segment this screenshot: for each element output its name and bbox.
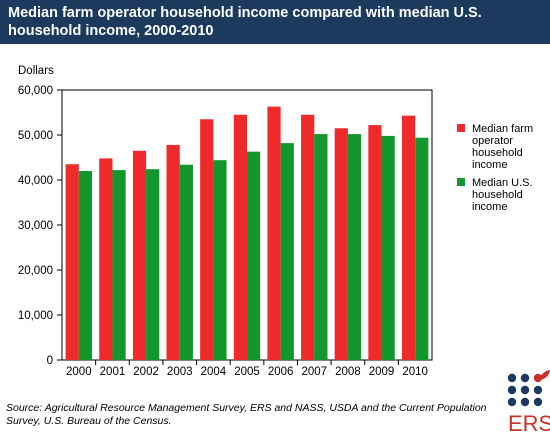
legend-label: Median U.S. [472,177,533,189]
bar-us-income [179,164,193,360]
logo-dot [520,385,530,395]
bar-us-income [347,134,362,360]
bar-us-income [247,151,261,360]
bar-us-income [78,171,93,360]
bar-farm-income [200,119,214,360]
bar-farm-income [99,158,113,360]
legend-label: operator [472,135,513,147]
x-tick-label: 2002 [133,366,159,378]
x-tick-label: 2009 [369,366,395,378]
logo-dot [520,397,530,407]
x-tick-label: 2010 [402,366,428,378]
y-axis-label: Dollars [18,65,54,77]
x-tick-label: 2004 [201,366,227,378]
legend-label: household [472,147,523,159]
x-tick-label: 2005 [234,366,260,378]
x-tick-label: 2008 [335,366,361,378]
bar-farm-income [301,114,315,360]
bar-farm-income [267,106,281,361]
y-tick-label: 50,000 [18,130,53,142]
legend: Median farmoperatorhouseholdincomeMedian… [457,123,533,213]
chart-title: Median farm operator household income co… [0,0,550,44]
bar-us-income [280,143,294,360]
y-tick-label: 20,000 [18,265,53,277]
x-tick-label: 2000 [66,366,92,378]
x-tick-label: 2003 [167,366,193,378]
logo-dots-icon [507,373,543,407]
logo-dot [520,373,530,383]
bar-farm-income [166,144,180,360]
bar-us-income [213,160,227,360]
ers-logo: ERS [507,370,550,433]
legend-label: household [472,189,523,201]
x-tick-label: 2007 [301,366,327,378]
y-axis-ticks: 0 10,000 20,000 30,000 40,000 50,000 60,000 [18,85,62,367]
bar-farm-income [334,128,348,360]
bar-us-income [112,170,126,360]
logo-dot [533,385,543,395]
legend-label: income [472,159,507,171]
y-tick-label: 60,000 [18,85,53,97]
y-tick-label: 30,000 [18,220,53,232]
logo-dot [507,373,517,383]
x-tick-label: 2001 [100,366,126,378]
legend-swatch-us [457,178,465,186]
y-tick-label: 10,000 [18,310,53,322]
legend-swatch-farm [457,124,465,132]
y-tick-label: 0 [47,355,53,367]
bar-farm-income [132,150,147,360]
bar-us-income [314,134,328,360]
bar-us-income [415,137,429,360]
logo-dot [507,385,517,395]
logo-dot [533,397,543,407]
logo-dot [533,373,543,383]
logo-leaf-icon [538,370,550,380]
y-tick-label: 40,000 [18,175,53,187]
bar-farm-income [368,125,382,360]
legend-label: income [472,201,507,213]
bar-farm-income [65,164,79,360]
bars [65,106,429,361]
source-note: Source: Agricultural Resource Management… [6,402,487,427]
bar-chart: Dollars 0 10,000 20,000 30,000 40,000 50,000 6… [18,65,533,378]
bar-farm-income [401,115,416,361]
logo-text: ERS [508,411,550,433]
bar-us-income [146,169,160,360]
x-tick-label: 2006 [268,366,294,378]
bar-farm-income [233,114,247,360]
legend-label: Median farm [472,123,533,135]
logo-dot [507,397,517,407]
bar-us-income [381,135,395,360]
x-axis-ticks: 2000 2001 2002 2003 2004 2005 2006 2007 2008 2009… [66,360,428,378]
